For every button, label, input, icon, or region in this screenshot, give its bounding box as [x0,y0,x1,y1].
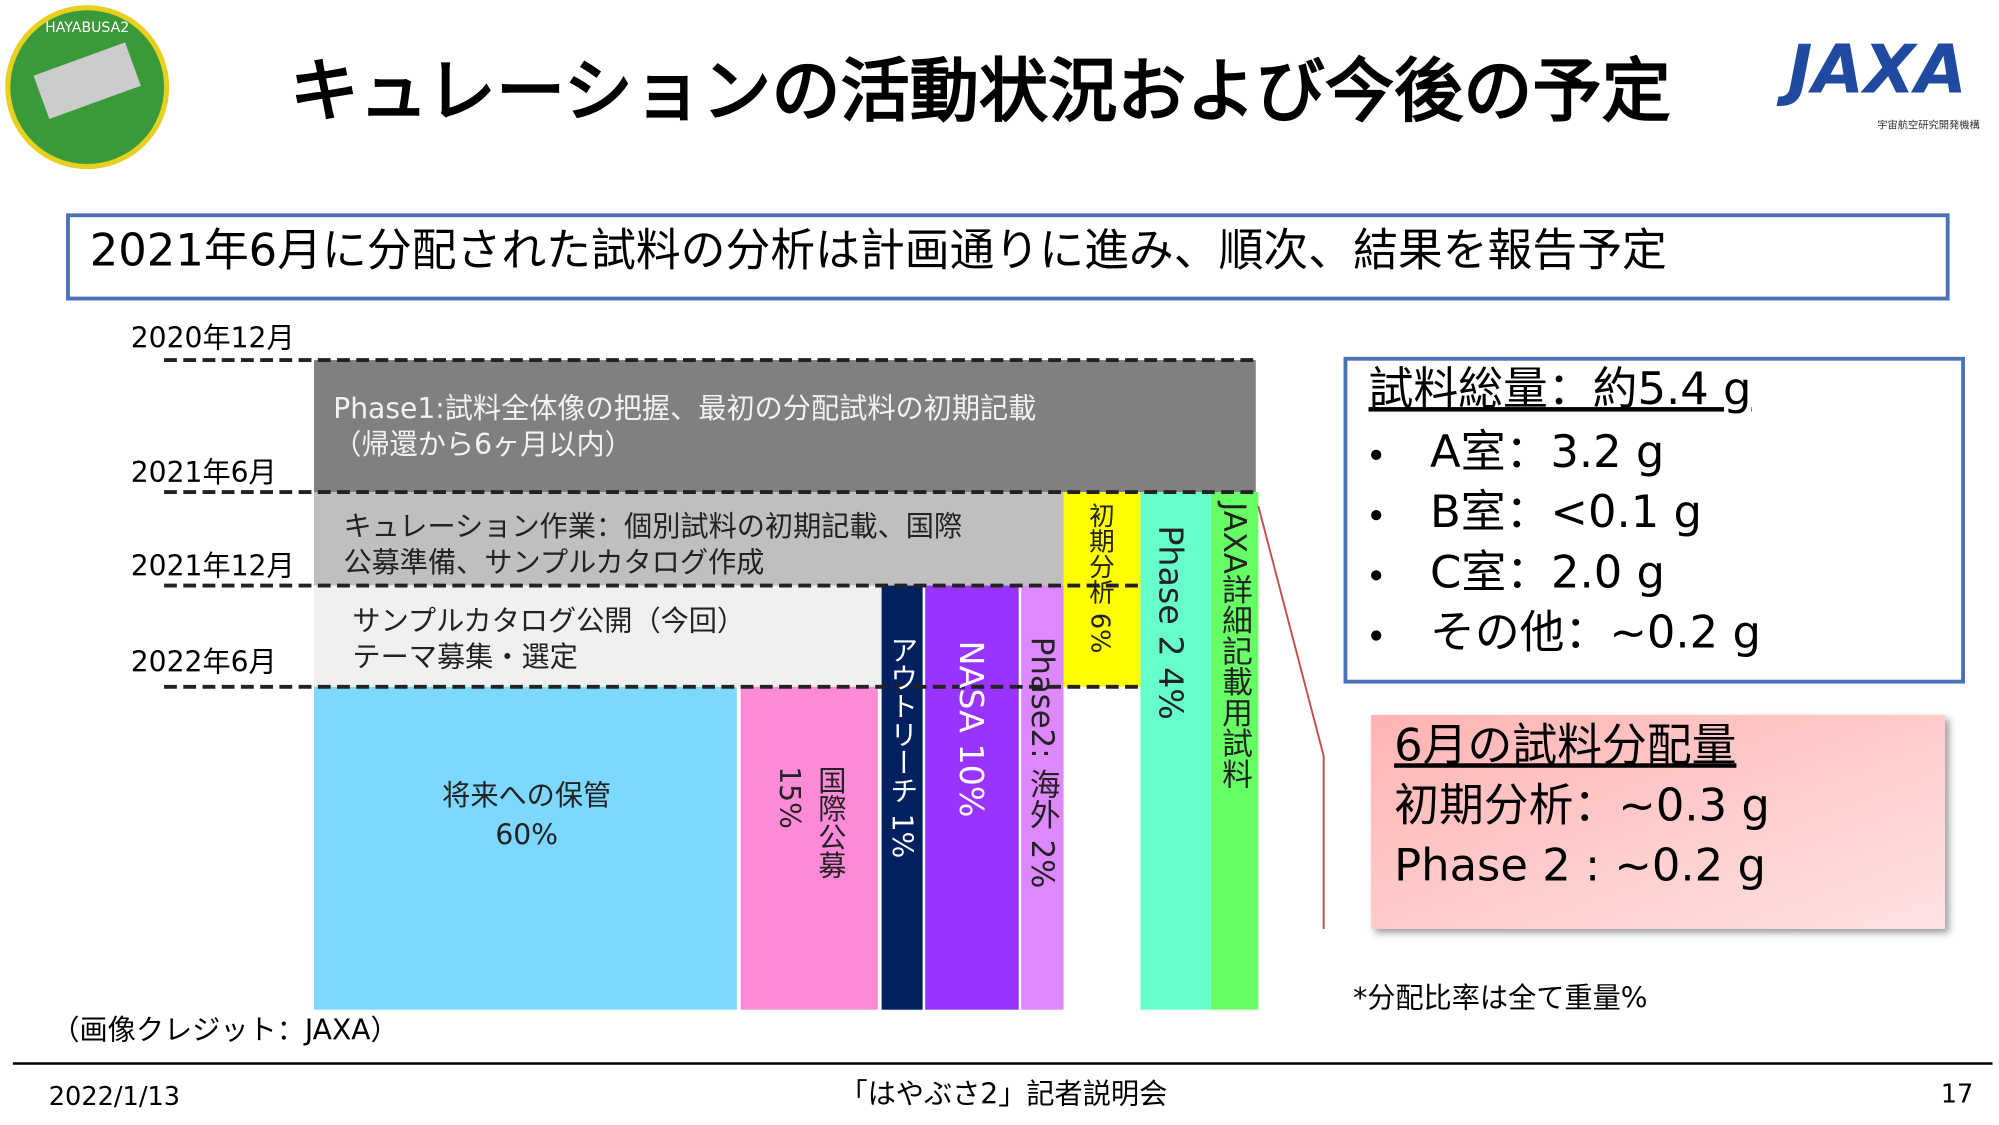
logo-art [33,42,141,120]
page-number: 17 [1941,1080,1974,1110]
block-label: 60% [495,819,558,852]
bullet [1371,449,1382,460]
distribution-title: 6月の試料分配量 [1394,718,1736,771]
summary-item: A室：3.2 g [1430,425,1664,478]
block-label: 15% [773,766,806,829]
logo-right-subtitle: 宇宙航空研究開発機構 [1877,119,1980,132]
date-label: 2020年12月 [131,322,295,355]
distribution-line: Phase 2 : ~0.2 g [1394,839,1766,892]
block-label: 公募準備、サンプルカタログ作成 [343,546,764,579]
connector [1257,505,1325,929]
date-label: 2022年6月 [131,646,277,679]
block [1021,585,1064,1010]
block [1140,492,1211,1010]
block [925,585,1019,1010]
date-label: 2021年6月 [131,456,277,489]
footer-event: 「はやぶさ2」記者説明会 [839,1078,1167,1111]
block-label: （帰還から6ヶ月以内） [333,428,633,461]
block [1210,492,1259,1010]
block [881,585,923,1010]
block [313,686,737,1010]
block-label: 初期分析 6% [1084,502,1114,654]
block-label: Phase1:試料全体像の把握、最初の分配試料の初期記載 [333,392,1036,425]
diagram [164,358,1325,1010]
block-label: Phase2: 海外 2% [1024,637,1060,889]
summary-item: その他：~0.2 g [1430,606,1761,659]
block [313,360,1256,493]
summary-item: B室：<0.1 g [1430,485,1702,538]
block-label: テーマ募集・選定 [352,641,577,674]
footer-date: 2022/1/13 [49,1082,180,1112]
block-label: NASA 10% [952,641,991,818]
bullet [1371,509,1382,521]
distribution-box [1371,714,1946,929]
distribution-line: 初期分析：~0.3 g [1394,779,1770,832]
summary-title: 試料総量：約5.4 g [1369,362,1752,415]
subtitle-box [66,213,1950,301]
logo-left-text: HAYABUSA2 [45,20,129,36]
logo-right-text: JAXA [1776,30,1967,108]
block-label: JAXA詳細記載用試料 [1216,500,1252,789]
date-label: 2021年12月 [131,550,295,583]
block-label: サンプルカタログ公開（今回） [352,605,745,638]
subtitle: 2021年6月に分配された試料の分析は計画通りに進み、順次、結果を報告予定 [90,224,1667,277]
block [1063,492,1141,687]
bullet [1371,570,1382,581]
bullet [1371,630,1382,641]
block-label: 国際公募 [814,766,847,879]
credit: （画像クレジット：JAXA） [51,1013,398,1046]
block-label: キュレーション作業：個別試料の初期記載、国際 [343,510,962,543]
block [313,585,885,687]
block [313,492,1064,586]
block [740,686,878,1010]
note: *分配比率は全て重量% [1353,981,1647,1014]
block-label: Phase 2 4% [1152,525,1191,720]
block-label: アウトリーチ 1% [886,636,919,859]
date-lines [164,358,1256,689]
title: キュレーションの活動状況および今後の予定 [290,52,1671,132]
summary-item: C室：2.0 g [1430,545,1665,598]
block-label: 将来への保管 [442,779,611,812]
summary-box [1343,356,1965,684]
